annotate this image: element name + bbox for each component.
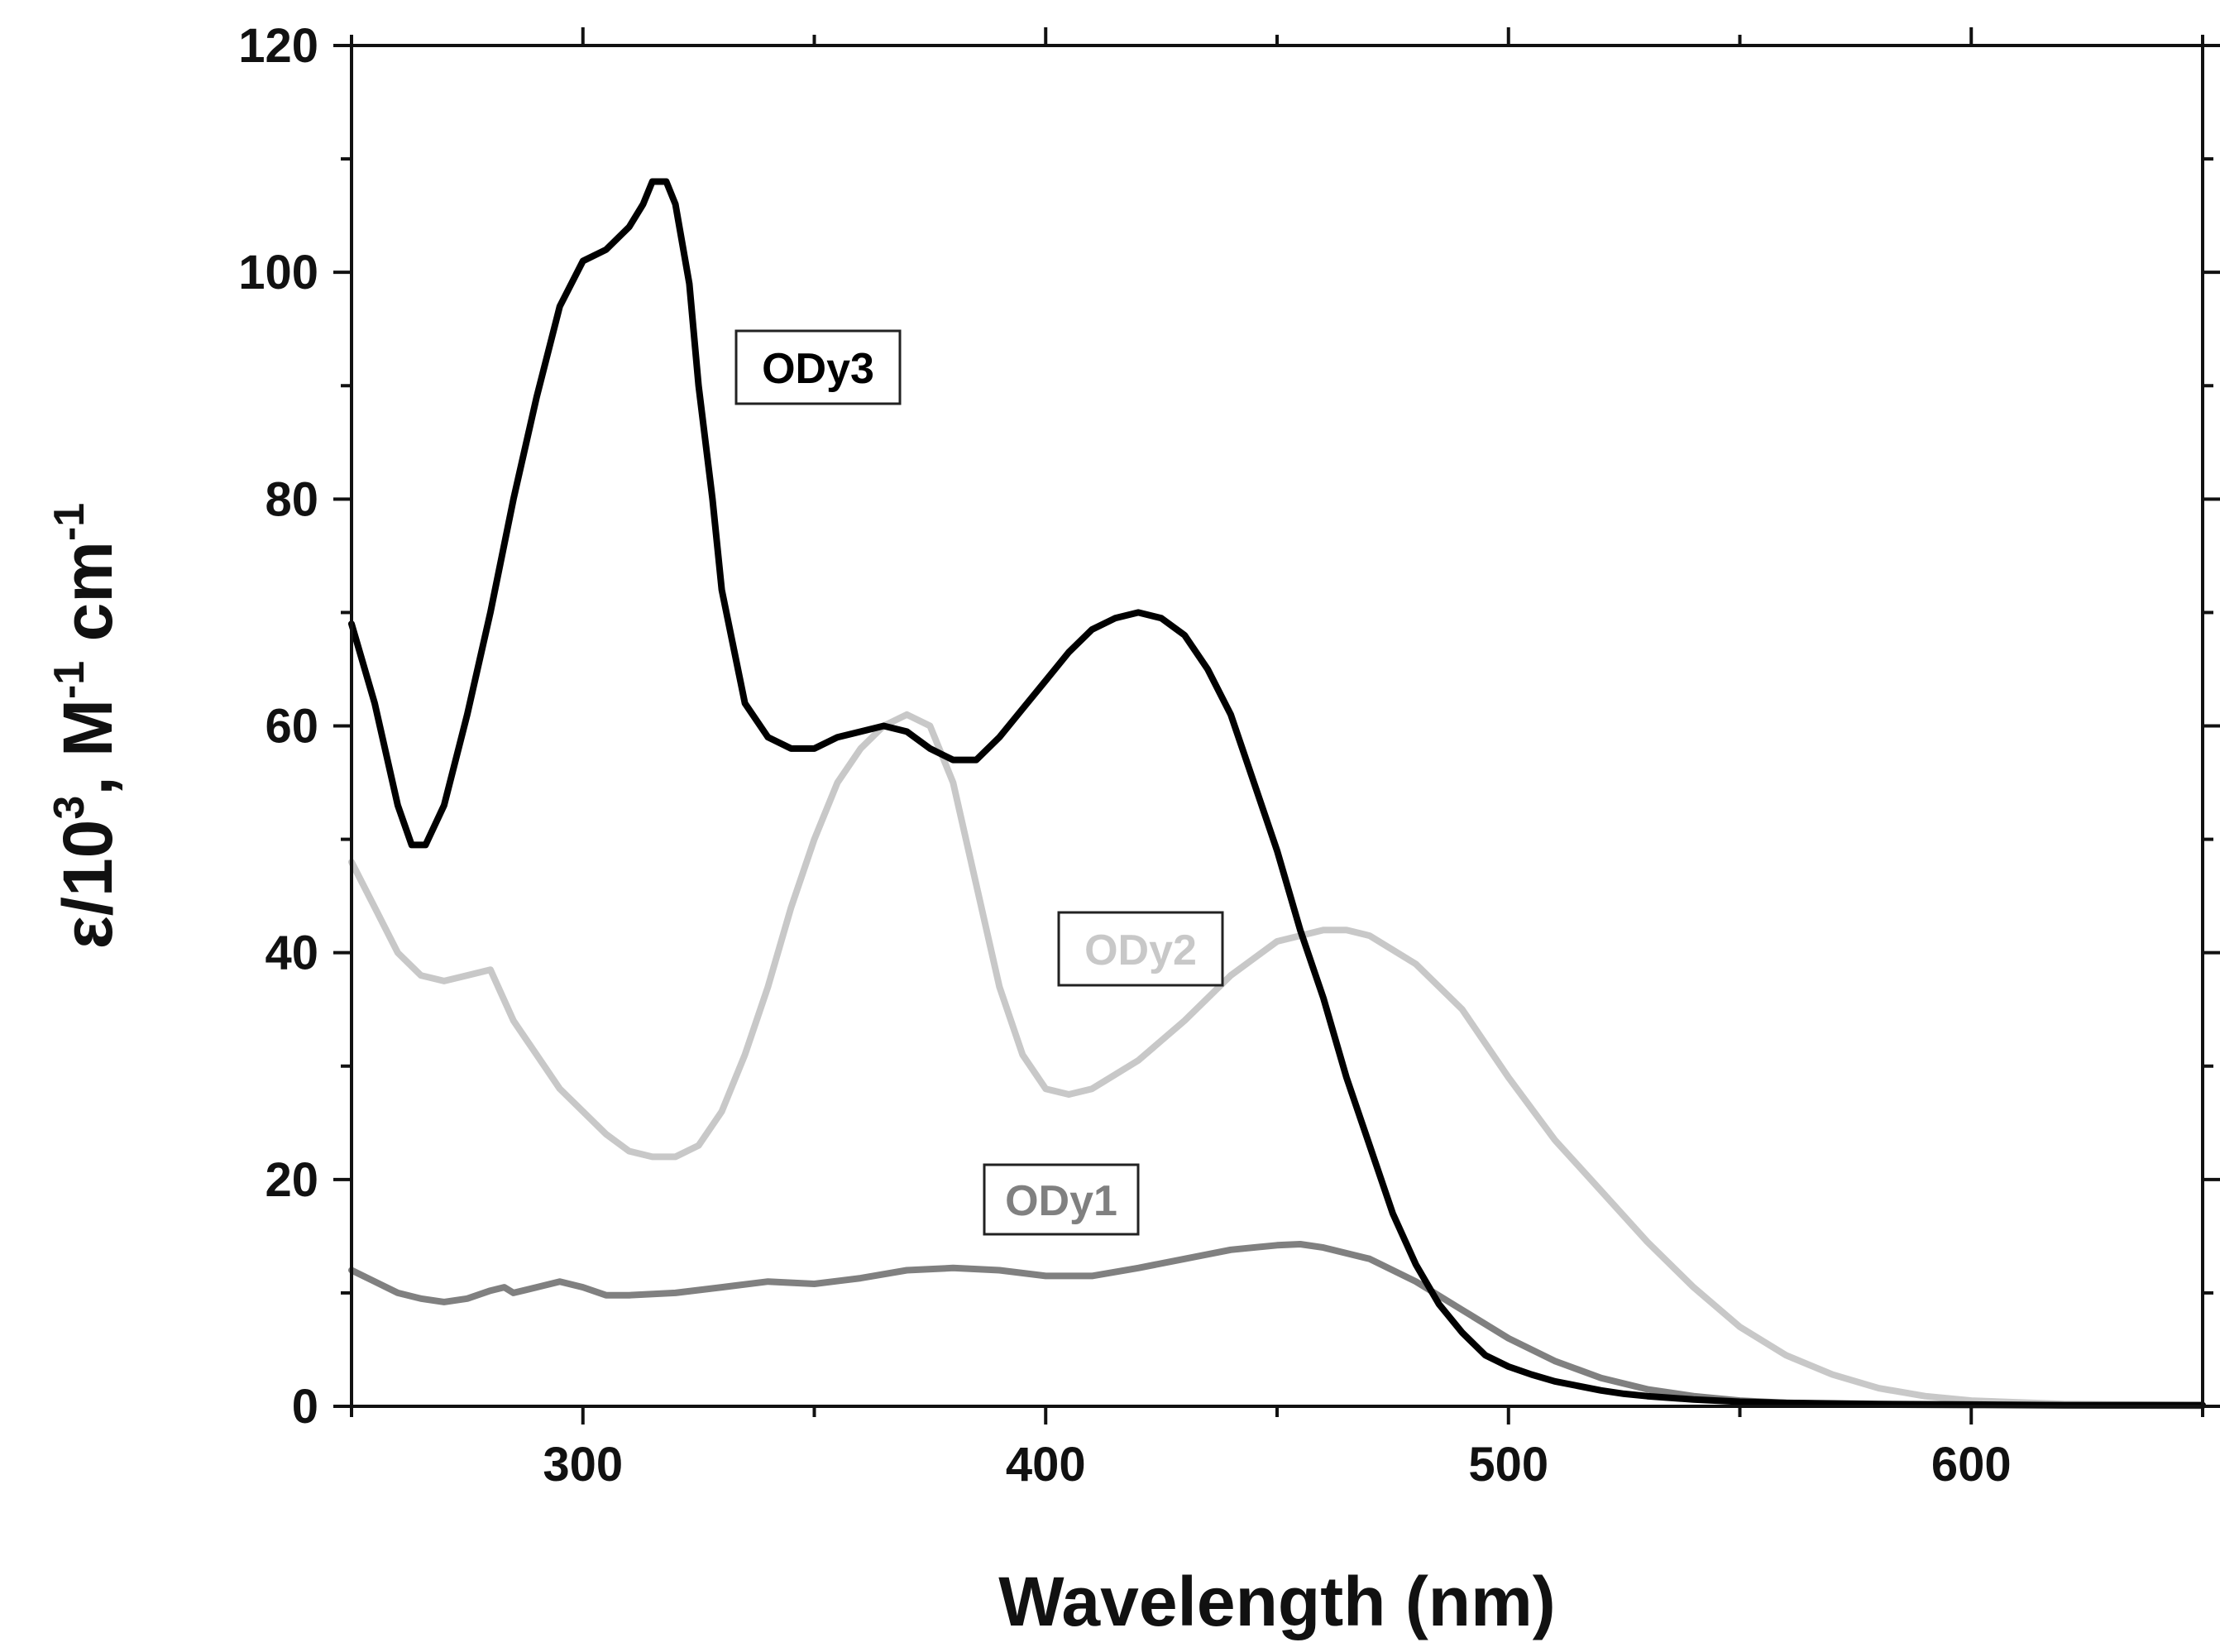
y-tick-label: 80 xyxy=(265,472,318,526)
y-tick-label: 20 xyxy=(265,1153,318,1207)
label-text-ody3: ODy3 xyxy=(762,345,874,393)
label-box-ody1 xyxy=(983,1163,1140,1236)
x-tick-label: 600 xyxy=(1931,1438,2012,1492)
y-axis-title-sup3: -1 xyxy=(45,503,93,541)
label-box-ody3 xyxy=(734,329,902,405)
x-tick-label: 300 xyxy=(543,1438,623,1492)
y-tick-label: 0 xyxy=(292,1380,318,1434)
series-layer xyxy=(348,178,2206,1410)
y-tick-label: 60 xyxy=(265,700,318,754)
plot-frame xyxy=(350,44,2204,1408)
y-axis-title: ε/103, M-1 cm-1 xyxy=(45,503,127,949)
y-axis-title-sup1: 3 xyxy=(45,796,93,820)
y-axis-title-mid2: cm xyxy=(49,541,127,661)
x-axis-title: Wavelength (nm) xyxy=(998,1563,1556,1640)
y-axis-title-mid: , M xyxy=(49,699,127,796)
series-line-ody1 xyxy=(348,1241,2206,1410)
label-text-ody2: ODy2 xyxy=(1084,927,1197,974)
y-axis-title-sup2: -1 xyxy=(45,661,93,699)
x-tick-label: 400 xyxy=(1006,1438,1086,1492)
label-box-ody2 xyxy=(1057,911,1224,987)
legend-layer: ODy3 ODy2 ODy1 xyxy=(734,329,1224,1236)
y-axis-title-prefix: ε/10 xyxy=(49,820,127,950)
label-text-ody1: ODy1 xyxy=(1005,1177,1117,1225)
series-line-ody2 xyxy=(348,711,2206,1409)
y-tick-label: 40 xyxy=(265,927,318,980)
y-tick-label: 100 xyxy=(238,246,318,299)
x-tick-label: 500 xyxy=(1468,1438,1548,1492)
y-tick-label: 120 xyxy=(238,19,318,73)
ticks-layer: 300 400 500 600 0 20 40 60 80 100 120 xyxy=(238,19,2220,1492)
series-line-ody3 xyxy=(348,178,2206,1409)
